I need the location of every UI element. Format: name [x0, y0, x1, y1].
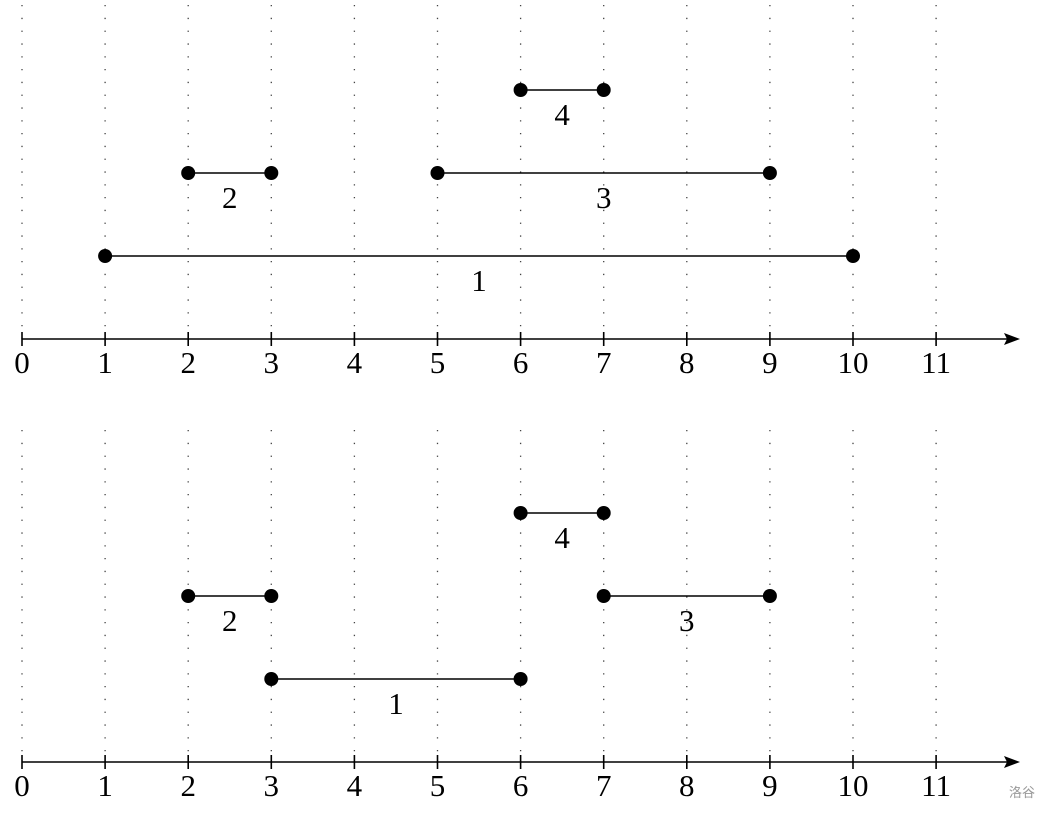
interval-end [596, 83, 611, 97]
interval-label: 4 [554, 520, 570, 555]
tick-label: 5 [430, 768, 446, 803]
interval-label: 4 [554, 97, 570, 132]
interval-label: 1 [388, 686, 404, 721]
tick-label: 7 [596, 768, 612, 803]
interval-label: 3 [596, 180, 612, 215]
interval-end [762, 166, 777, 180]
tick-label: 6 [513, 345, 529, 380]
interval-label: 3 [679, 603, 695, 638]
axis-arrow [1004, 756, 1020, 768]
tick-label: 9 [762, 768, 778, 803]
tick-label: 1 [97, 768, 113, 803]
interval-end [596, 506, 611, 520]
tick-label: 1 [97, 345, 113, 380]
tick-label: 0 [14, 768, 30, 803]
interval-start [513, 83, 528, 97]
tick-label: 8 [679, 768, 695, 803]
tick-label: 2 [180, 768, 196, 803]
interval-label: 2 [222, 603, 238, 638]
tick-label: 4 [347, 768, 363, 803]
interval-end [846, 249, 860, 263]
interval-start [430, 166, 445, 180]
tick-label: 4 [347, 345, 363, 380]
interval-start [513, 506, 528, 520]
tick-label: 5 [430, 345, 446, 380]
tick-label: 0 [14, 345, 30, 380]
tick-label: 3 [264, 768, 280, 803]
tick-label: 11 [921, 768, 951, 803]
interval-start [264, 672, 279, 686]
tick-label: 7 [596, 345, 612, 380]
watermark: 洛谷 [1009, 786, 1035, 801]
interval-end [513, 672, 528, 686]
interval-start [596, 589, 611, 603]
interval-start [98, 249, 113, 263]
interval-label: 1 [471, 263, 487, 298]
tick-label: 6 [513, 768, 529, 803]
tick-label: 8 [679, 345, 695, 380]
interval-start [181, 589, 196, 603]
interval-end [762, 589, 777, 603]
tick-label: 9 [762, 345, 778, 380]
tick-label: 10 [838, 345, 869, 380]
tick-label: 10 [838, 768, 869, 803]
interval-start [181, 166, 196, 180]
interval-end [264, 589, 279, 603]
interval-label: 2 [222, 180, 238, 215]
tick-label: 2 [180, 345, 196, 380]
tick-label: 3 [264, 345, 280, 380]
tick-label: 11 [921, 345, 951, 380]
axis-arrow [1004, 333, 1020, 345]
interval-end [264, 166, 279, 180]
